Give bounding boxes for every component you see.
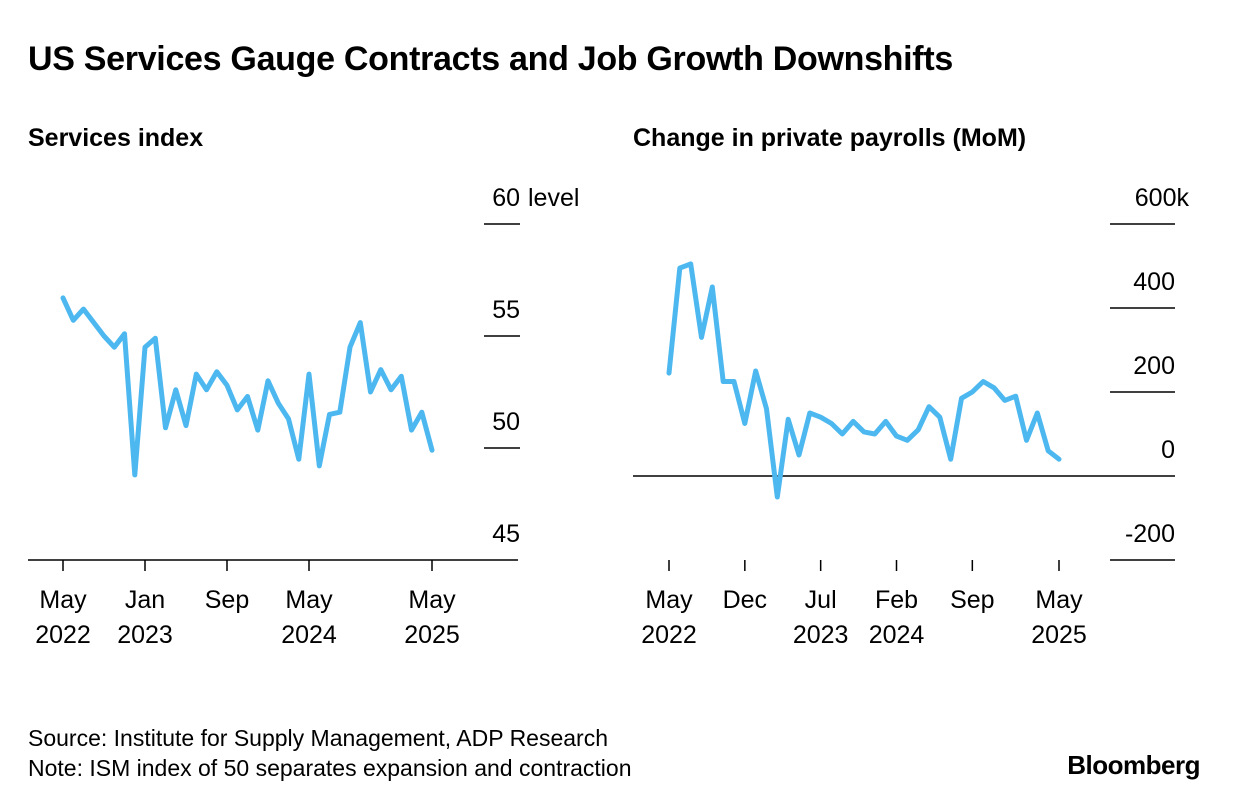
payrolls-tick-label: -200 bbox=[1125, 520, 1175, 548]
footnote: Note: ISM index of 50 separates expansio… bbox=[28, 755, 632, 781]
chart-title: US Services Gauge Contracts and Job Grow… bbox=[28, 40, 953, 78]
services-x-label: May bbox=[285, 586, 333, 614]
payrolls-tick-label: 600k bbox=[1135, 184, 1190, 212]
payrolls-x-label: May bbox=[1035, 586, 1083, 614]
left-chart-title: Services index bbox=[28, 124, 204, 152]
right-chart-title: Change in private payrolls (MoM) bbox=[633, 124, 1027, 152]
payrolls-chart: 600k 400 200 0 -200 May 2022 Dec Jul 2023 Feb 2024 S… bbox=[633, 184, 1189, 649]
bloomberg-logo: Bloomberg bbox=[1067, 750, 1200, 780]
services-x-label: Jan bbox=[125, 586, 165, 614]
source-note: Source: Institute for Supply Management,… bbox=[28, 725, 608, 751]
services-series-line bbox=[60, 295, 435, 478]
services-unit-label: level bbox=[528, 184, 579, 212]
services-x-label-year: 2024 bbox=[281, 621, 337, 649]
payrolls-tick-label: 400 bbox=[1133, 268, 1175, 296]
payrolls-tick-label: 0 bbox=[1161, 436, 1175, 464]
payrolls-x-label: Jul bbox=[805, 586, 837, 614]
payrolls-x-label: May bbox=[645, 586, 693, 614]
payrolls-x-label: Dec bbox=[723, 586, 767, 614]
services-x-label: Sep bbox=[205, 586, 249, 614]
services-index-chart: 60 level 55 50 45 May 2022 Jan 2023 Sep May 2024 May… bbox=[28, 184, 579, 649]
services-x-label-year: 2023 bbox=[117, 621, 173, 649]
payrolls-x-label-year: 2024 bbox=[869, 621, 925, 649]
services-tick-label: 55 bbox=[492, 296, 520, 324]
payrolls-tick-label: 200 bbox=[1133, 352, 1175, 380]
payrolls-x-label-year: 2023 bbox=[793, 621, 849, 649]
payrolls-series-line bbox=[666, 261, 1062, 500]
payrolls-x-label: Feb bbox=[875, 586, 918, 614]
services-x-label-year: 2022 bbox=[35, 621, 91, 649]
services-tick-label: 60 bbox=[492, 184, 520, 212]
payrolls-x-label-year: 2022 bbox=[641, 621, 697, 649]
services-tick-label: 50 bbox=[492, 408, 520, 436]
payrolls-x-label: Sep bbox=[950, 586, 994, 614]
services-x-label-year: 2025 bbox=[404, 621, 460, 649]
payrolls-x-label-year: 2025 bbox=[1031, 621, 1087, 649]
services-tick-label: 45 bbox=[492, 520, 520, 548]
services-x-label: May bbox=[408, 586, 456, 614]
services-x-label: May bbox=[39, 586, 87, 614]
